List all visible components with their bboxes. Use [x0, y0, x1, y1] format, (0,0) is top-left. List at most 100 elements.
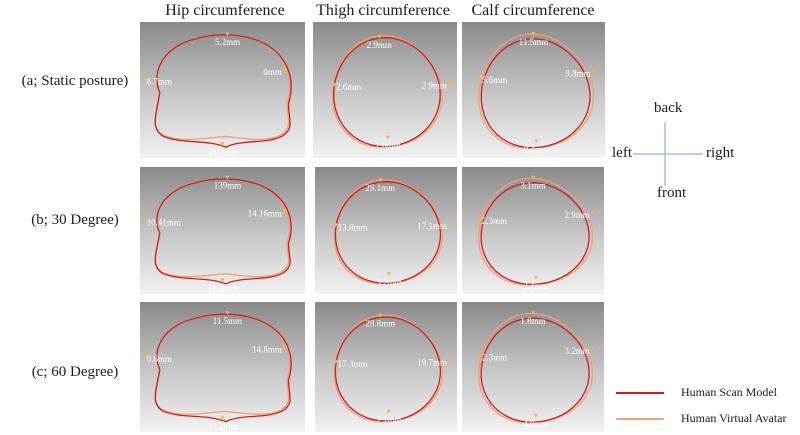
scan-contour — [480, 317, 590, 423]
measurement-label: 0mm — [263, 67, 282, 77]
measure-marker — [590, 347, 595, 351]
avatar-contour — [332, 35, 443, 148]
compass-back-label: back — [654, 100, 683, 116]
measure-marker — [534, 139, 539, 144]
measurement-label: 2.3mm — [482, 353, 507, 363]
measurement-label: 14.8mm — [252, 345, 282, 355]
panel-thigh-row-0: 2.9mm 2.6mm 2.9mm 1.6mm — [313, 22, 457, 158]
scan-contour — [480, 182, 590, 285]
measure-marker — [478, 76, 483, 81]
measure-marker — [385, 135, 390, 140]
measure-marker — [448, 358, 453, 363]
avatar-contour — [333, 314, 444, 423]
measurement-label: 2.9mm — [367, 40, 392, 50]
measurement-label: 3.1mm — [520, 181, 545, 191]
measure-marker — [377, 34, 382, 39]
column-header-calf: Calf circumference — [471, 2, 595, 19]
measure-marker — [220, 278, 225, 283]
measure-marker — [378, 178, 383, 183]
measurement-label: 10.41mm — [147, 217, 181, 227]
measurement-label: 1.6mm — [375, 140, 400, 150]
measure-marker — [533, 275, 538, 280]
scan-contour — [154, 34, 292, 148]
measure-marker — [448, 222, 453, 227]
avatar-contour — [478, 33, 595, 150]
measurement-label: 9.8mm — [565, 68, 590, 78]
legend-avatar-swatch — [616, 418, 664, 420]
measurement-label: 29.1mm — [365, 183, 395, 193]
legend-scan-label: Human Scan Model — [681, 385, 777, 399]
measure-marker — [386, 272, 391, 277]
measurement-label: 3.2mm — [376, 277, 401, 287]
panel-thigh-row-2: 29.8mm 17.3mm 19.7mm 2.1mm — [315, 302, 457, 432]
measure-marker — [142, 77, 147, 82]
avatar-contour — [478, 312, 594, 424]
measurement-label: 2.1mm — [376, 415, 401, 425]
measurement-label: 13.8mm — [338, 223, 368, 233]
measure-marker — [142, 354, 147, 359]
legend-avatar-label: Human Virtual Avatar — [681, 411, 787, 425]
avatar-contour — [333, 179, 444, 285]
measurement-label: 19.7mm — [417, 358, 447, 368]
measurement-label: 17.3mm — [338, 359, 368, 369]
compass-left-label: left — [612, 145, 632, 161]
compass-right-label: right — [706, 145, 735, 161]
measurement-label: 139mm — [214, 181, 242, 191]
measure-marker — [477, 353, 482, 358]
panel-thigh-row-1: 29.1mm 13.8mm 17.1mm 3.2mm — [315, 167, 457, 294]
measure-marker — [333, 360, 338, 364]
panel-calf-row-1: 3.1mm 2.3mm 2.9mm 2.4mm — [462, 167, 604, 294]
measure-marker — [533, 413, 538, 418]
measure-marker — [477, 217, 482, 222]
measure-marker — [282, 345, 287, 350]
measure-marker — [378, 313, 383, 318]
column-header-hip: Hip circumference — [165, 2, 285, 19]
measurement-label: 2.9mm — [422, 81, 447, 91]
measure-marker — [225, 32, 230, 37]
measure-marker — [591, 69, 596, 74]
panel-hip-row-0: 5.2mm 6.7mm 0mm 14.3mm — [140, 22, 305, 158]
measure-marker — [332, 83, 337, 87]
measurement-label: 29.8mm — [365, 319, 395, 329]
measure-marker — [531, 175, 535, 180]
measurement-label: 2.3mm — [482, 216, 507, 226]
row-label-static: (a; Static posture) — [21, 73, 129, 89]
scan-contour — [334, 316, 442, 422]
measurement-label: 5.2mm — [215, 37, 240, 47]
panel-calf-row-2: 1.8mm 2.3mm 3.2mm 4.8mm — [462, 302, 604, 432]
measure-marker — [225, 311, 230, 316]
measurement-label: 2.4mm — [523, 281, 548, 291]
measure-marker — [447, 81, 452, 86]
avatar-contour — [478, 177, 594, 286]
measurement-label: 6.7mm — [147, 77, 172, 87]
scan-contour — [334, 181, 442, 284]
scan-contour — [154, 178, 292, 285]
row-label-60-degree: (c; 60 Degree) — [31, 364, 119, 380]
measure-marker — [220, 142, 225, 147]
measurement-label: 14.16mm — [248, 209, 282, 219]
measurement-label: 31.2mm — [208, 421, 238, 431]
compass-front-label: front — [657, 185, 687, 201]
measure-marker — [225, 175, 230, 180]
measure-marker — [590, 210, 595, 215]
column-header-thigh: Thigh circumference — [316, 2, 450, 19]
legend-scan-swatch — [616, 392, 664, 394]
panel-hip-row-2: 11.5mm 0.6mm 14.8mm 31.2mm — [140, 302, 305, 432]
measure-marker — [282, 68, 287, 73]
panel-calf-row-0: 11.5mm 5.6mm 9.8mm 8.4mm — [462, 22, 605, 158]
measurement-label: 2.6mm — [336, 82, 361, 92]
measurement-label: 5.6mm — [482, 75, 507, 85]
scan-contour — [333, 37, 441, 148]
panel-hip-row-1: 139mm 10.41mm 14.16mm 11.8mm — [140, 167, 305, 294]
scan-contour — [480, 38, 591, 149]
measure-marker — [142, 218, 147, 223]
scan-contour — [154, 313, 292, 423]
measurement-label: 0.6mm — [147, 354, 172, 364]
measurement-label: 3.2mm — [565, 346, 590, 356]
measurement-label: 8.4mm — [524, 145, 549, 155]
row-label-30-degree: (b; 30 Degree) — [31, 212, 119, 228]
measurement-label: 11.8mm — [208, 283, 237, 293]
measure-marker — [282, 209, 287, 214]
measurement-label: 1.8mm — [520, 316, 545, 326]
measure-marker — [386, 409, 391, 414]
